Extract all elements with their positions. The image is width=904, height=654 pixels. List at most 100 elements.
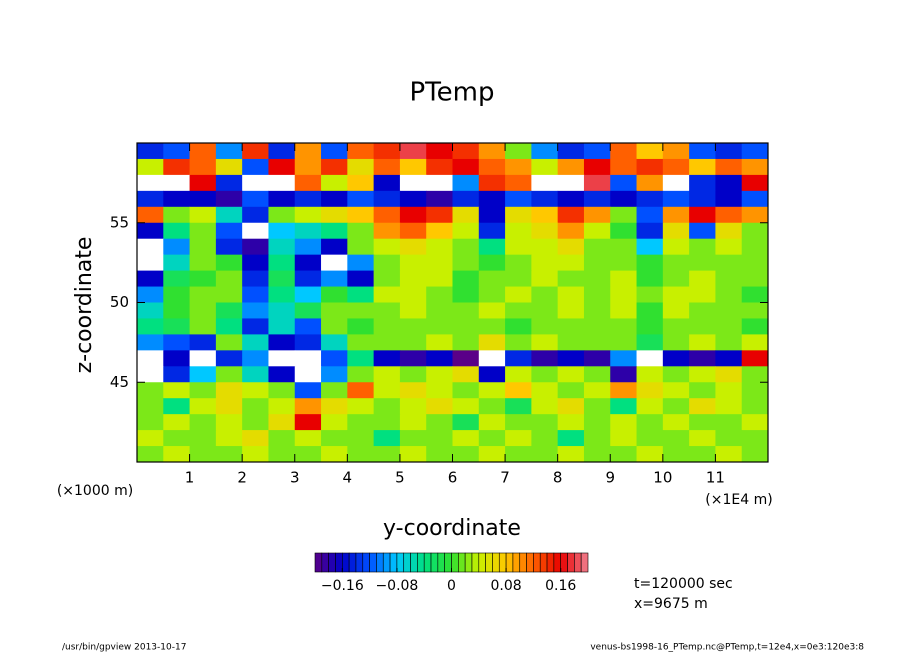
- colorbar-box: [355, 552, 364, 573]
- cell: [741, 254, 769, 272]
- colorbar-box: [451, 552, 459, 573]
- chart-title: PTemp: [410, 78, 495, 108]
- cell: [610, 222, 638, 240]
- cell: [610, 174, 638, 192]
- cell: [373, 222, 401, 240]
- cell: [321, 174, 348, 192]
- cell: [163, 143, 191, 160]
- cell: [189, 382, 217, 399]
- cell: [137, 222, 164, 240]
- cell: [452, 286, 480, 303]
- cell: [242, 446, 269, 463]
- cell: [505, 254, 532, 272]
- x-tick-label: 2: [237, 469, 247, 487]
- colorbar-tick-label: 0.08: [491, 578, 522, 594]
- y-tick-label: 55: [110, 213, 129, 231]
- cell: [399, 302, 427, 319]
- cell: [557, 270, 585, 288]
- cell: [662, 366, 690, 383]
- cell: [610, 302, 638, 319]
- cell: [189, 174, 217, 192]
- cell: [478, 334, 506, 351]
- cell: [347, 158, 375, 176]
- cell: [399, 286, 427, 303]
- cell: [399, 382, 427, 399]
- cell: [583, 398, 611, 415]
- cell: [426, 238, 453, 256]
- cell: [741, 382, 769, 399]
- cell: [557, 430, 585, 447]
- colorbar-box: [458, 552, 466, 573]
- cell: [505, 238, 532, 256]
- cell: [189, 238, 217, 256]
- colorbar-box: [396, 552, 405, 573]
- cell: [399, 206, 427, 224]
- cell: [583, 446, 611, 463]
- cell: [215, 190, 243, 208]
- cell: [163, 254, 191, 272]
- cell: [689, 143, 716, 160]
- cell: [531, 350, 559, 367]
- cell: [610, 190, 638, 208]
- cell: [531, 174, 559, 192]
- cell: [137, 350, 164, 367]
- cell: [321, 446, 348, 463]
- cell: [189, 254, 217, 272]
- cell: [715, 238, 743, 256]
- cell: [294, 270, 322, 288]
- cell: [689, 190, 716, 208]
- cell: [347, 350, 375, 367]
- cell: [268, 158, 296, 176]
- cell: [715, 446, 743, 463]
- cell: [242, 206, 269, 224]
- cell: [531, 206, 559, 224]
- cell: [689, 174, 716, 192]
- cell: [163, 334, 191, 351]
- cell: [321, 398, 348, 415]
- cell: [268, 446, 296, 463]
- cell: [741, 334, 769, 351]
- cell: [399, 414, 427, 431]
- cell: [531, 302, 559, 319]
- cell: [137, 143, 164, 160]
- cell: [426, 254, 453, 272]
- colorbar-box: [410, 552, 418, 573]
- colorbar-box: [314, 552, 323, 573]
- cell: [321, 286, 348, 303]
- cell: [268, 270, 296, 288]
- colorbar-box: [519, 552, 527, 573]
- cell: [636, 414, 664, 431]
- cell: [741, 238, 769, 256]
- cell: [347, 222, 375, 240]
- cell: [373, 366, 401, 383]
- cell: [163, 270, 191, 288]
- cell: [294, 398, 322, 415]
- cell: [294, 254, 322, 272]
- cell: [689, 414, 716, 431]
- cell: [373, 254, 401, 272]
- cell: [689, 366, 716, 383]
- cell: [163, 286, 191, 303]
- cell: [215, 286, 243, 303]
- cell: [636, 334, 664, 351]
- cell: [505, 158, 532, 176]
- colorbar-box: [437, 552, 445, 573]
- cell: [741, 430, 769, 447]
- cell: [610, 286, 638, 303]
- x-tick-label: 3: [290, 469, 300, 487]
- cell: [662, 158, 690, 176]
- cell: [163, 190, 191, 208]
- cell: [163, 398, 191, 415]
- cell: [478, 286, 506, 303]
- colorbar-box: [478, 552, 486, 573]
- cell: [741, 366, 769, 383]
- cell: [268, 206, 296, 224]
- cell: [741, 222, 769, 240]
- cell: [531, 366, 559, 383]
- cell: [610, 143, 638, 160]
- cell: [399, 158, 427, 176]
- cell: [478, 238, 506, 256]
- cell: [583, 286, 611, 303]
- cell: [505, 350, 532, 367]
- cell: [662, 254, 690, 272]
